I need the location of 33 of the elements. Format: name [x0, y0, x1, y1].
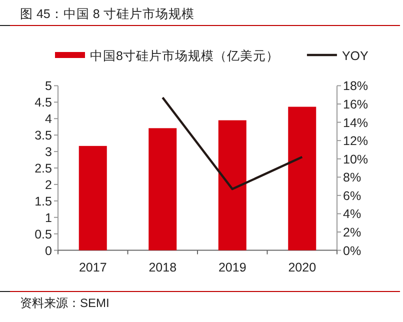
bar [148, 128, 177, 250]
legend-label: YOY [342, 49, 370, 63]
bar [78, 146, 107, 250]
y-tick-label: 4 [45, 112, 52, 126]
bar [218, 120, 246, 250]
y-tick-label: 2 [45, 178, 52, 192]
text: 资料来源：SEMI [20, 296, 110, 310]
x-tick-label: 2020 [288, 260, 316, 274]
y-tick-label: 3 [45, 145, 52, 160]
x-tick-label: 2017 [78, 260, 107, 274]
y2-tick-label: 6% [343, 188, 362, 203]
y2-tick-label: 10% [343, 152, 368, 166]
y-tick-label: 4.5 [34, 96, 52, 110]
legend-label: 中国8寸硅片市场规模（亿美元） [90, 48, 279, 63]
y2-tick-label: 12% [343, 134, 368, 148]
y-tick-label: 1 [45, 210, 52, 225]
y2-tick-label: 2% [343, 226, 362, 240]
y-tick-label: 1.5 [34, 194, 52, 208]
y-tick-label: 5 [45, 79, 52, 94]
y2-tick-label: 14% [343, 116, 368, 130]
bar [288, 106, 316, 250]
x-tick-label: 2018 [148, 260, 177, 274]
x-tick-label: 2019 [218, 260, 246, 274]
y2-tick-label: 8% [343, 170, 362, 185]
y-tick-label: 3.5 [34, 128, 52, 143]
y2-tick-label: 18% [343, 79, 368, 94]
y-tick-label: 0 [45, 244, 52, 258]
y-tick-label: 2.5 [34, 162, 52, 176]
y2-tick-label: 0% [343, 244, 362, 258]
y2-tick-label: 16% [343, 97, 368, 112]
y-tick-label: 0.5 [34, 227, 52, 242]
y2-tick-label: 4% [343, 207, 362, 222]
chart-title: 图 45：中国 8 寸硅片市场规模 [20, 7, 194, 21]
